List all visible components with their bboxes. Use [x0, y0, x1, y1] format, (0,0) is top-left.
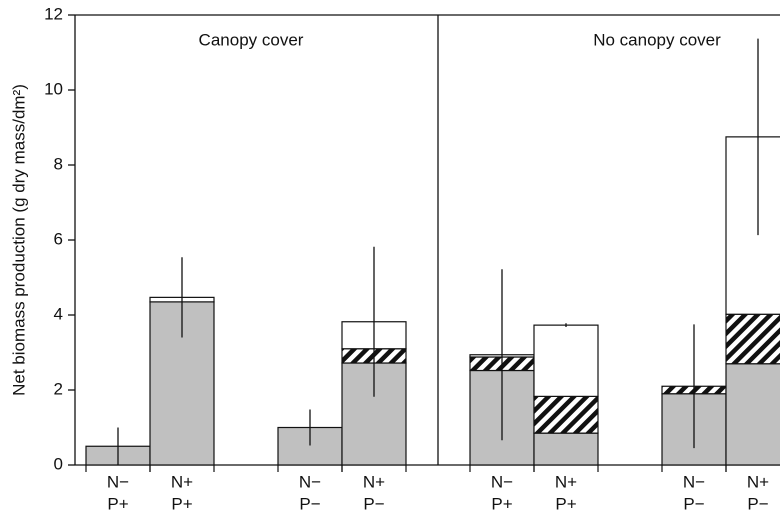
x-tick-label: P+: [107, 494, 128, 513]
x-tick-label: N−: [683, 472, 705, 491]
y-tick-label: 4: [54, 304, 63, 323]
bar-segment: [149, 301, 215, 466]
x-tick-label: P−: [747, 494, 768, 513]
bar-segment: [725, 136, 780, 315]
bar-segment: [725, 363, 780, 466]
y-axis-label: Net biomass production (g dry mass/dm²): [9, 84, 28, 396]
y-tick-label: 2: [54, 379, 63, 398]
x-tick-label: P−: [363, 494, 384, 513]
bar-segment: [533, 395, 599, 434]
x-tick-label: P−: [299, 494, 320, 513]
x-tick-label: P+: [491, 494, 512, 513]
bar-segment: [533, 432, 599, 466]
y-tick-label: 6: [54, 229, 63, 248]
x-tick-label: N−: [299, 472, 321, 491]
x-tick-label: N+: [555, 472, 577, 491]
x-tick-label: P+: [555, 494, 576, 513]
panel-title: No canopy cover: [593, 30, 721, 49]
x-tick-label: P−: [683, 494, 704, 513]
panel-title: Canopy cover: [199, 30, 304, 49]
y-tick-label: 8: [54, 154, 63, 173]
bar-segment: [533, 324, 599, 397]
x-tick-label: P+: [171, 494, 192, 513]
y-tick-label: 0: [54, 454, 63, 473]
y-tick-label: 12: [44, 4, 63, 23]
x-tick-label: N+: [171, 472, 193, 491]
bar-segment: [725, 313, 780, 365]
x-tick-label: N+: [747, 472, 769, 491]
y-tick-label: 10: [44, 79, 63, 98]
x-tick-label: N−: [491, 472, 513, 491]
x-tick-label: N+: [363, 472, 385, 491]
x-tick-label: N−: [107, 472, 129, 491]
